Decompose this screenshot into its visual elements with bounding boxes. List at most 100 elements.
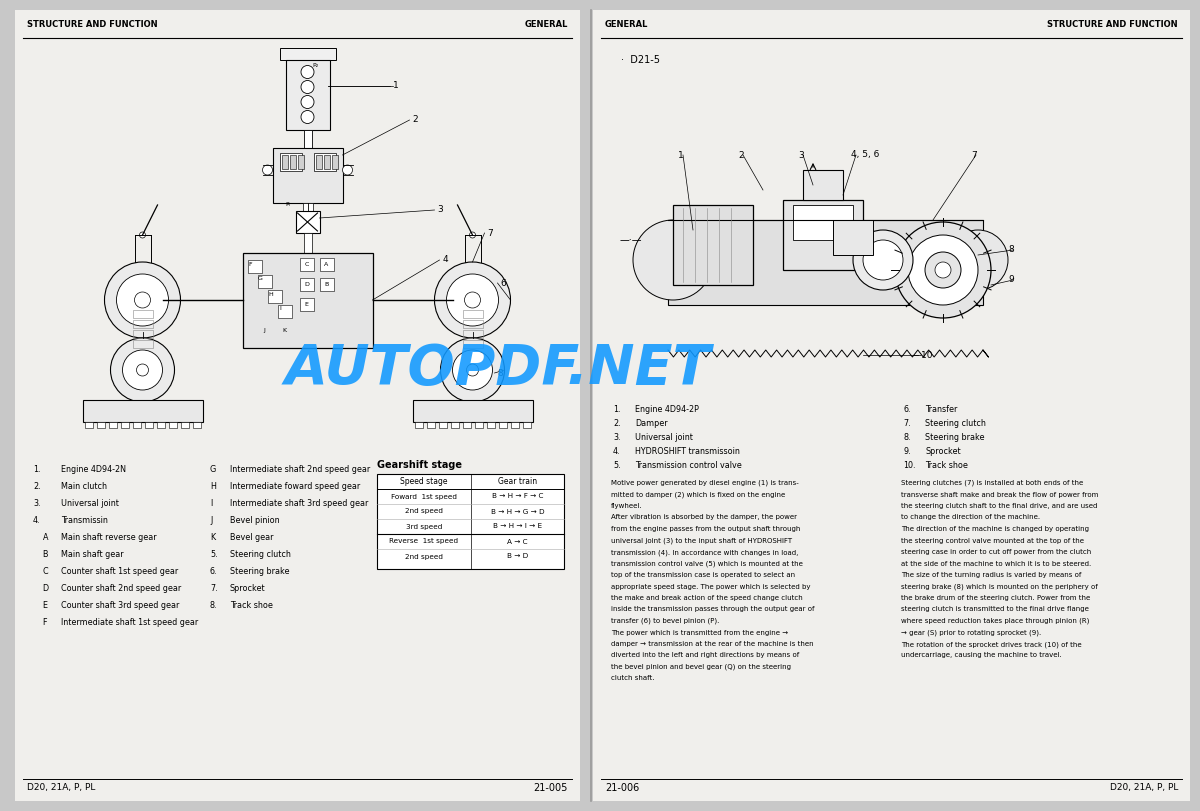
- Text: 2nd speed: 2nd speed: [406, 553, 443, 560]
- Circle shape: [440, 338, 504, 402]
- Text: 21-005: 21-005: [534, 783, 568, 793]
- Text: top of the transmission case is operated to select an: top of the transmission case is operated…: [611, 572, 796, 578]
- Text: P₂: P₂: [312, 63, 319, 68]
- Text: B → H → I → E: B → H → I → E: [493, 523, 542, 530]
- Bar: [462, 310, 482, 318]
- Text: H: H: [268, 291, 272, 297]
- Text: at the side of the machine to which it is to be steered.: at the side of the machine to which it i…: [901, 560, 1091, 567]
- Text: Reverse  1st speed: Reverse 1st speed: [390, 539, 458, 544]
- Text: G: G: [258, 277, 263, 281]
- Text: 9: 9: [1008, 276, 1014, 285]
- Text: 2.: 2.: [613, 419, 620, 428]
- Bar: [295, 211, 319, 233]
- Text: B: B: [324, 282, 329, 288]
- Bar: [132, 340, 152, 348]
- Text: C: C: [305, 263, 308, 268]
- Text: Transmission control valve: Transmission control valve: [635, 461, 742, 470]
- Bar: [668, 220, 983, 305]
- Text: STRUCTURE AND FUNCTION: STRUCTURE AND FUNCTION: [1048, 20, 1178, 29]
- Text: —·—: —·—: [619, 235, 642, 245]
- Circle shape: [139, 232, 145, 238]
- Text: Steering brake: Steering brake: [230, 567, 289, 576]
- Circle shape: [446, 274, 498, 326]
- Text: Counter shaft 2nd speed gear: Counter shaft 2nd speed gear: [61, 584, 181, 593]
- Bar: [132, 320, 152, 328]
- Text: 3.: 3.: [613, 433, 620, 442]
- Text: Engine 4D94-2N: Engine 4D94-2N: [61, 465, 126, 474]
- Circle shape: [469, 232, 475, 238]
- Text: to change the direction of the machine.: to change the direction of the machine.: [901, 514, 1040, 521]
- Text: E: E: [305, 303, 308, 307]
- Text: 4.: 4.: [34, 516, 41, 525]
- Text: B → D: B → D: [506, 553, 528, 560]
- Text: 1: 1: [678, 151, 684, 160]
- Circle shape: [467, 364, 479, 376]
- Bar: [438, 422, 446, 428]
- Text: 21-006: 21-006: [605, 783, 640, 793]
- Text: Damper: Damper: [635, 419, 667, 428]
- Bar: [324, 155, 330, 169]
- Text: 1.: 1.: [34, 465, 41, 474]
- Text: Transfer: Transfer: [925, 405, 958, 414]
- Text: steering case in order to cut off power from the clutch: steering case in order to cut off power …: [901, 549, 1091, 555]
- Text: Main clutch: Main clutch: [61, 482, 107, 491]
- Text: GENERAL: GENERAL: [524, 20, 568, 29]
- Text: A: A: [34, 533, 48, 542]
- Text: Motive power generated by diesel engine (1) is trans-: Motive power generated by diesel engine …: [611, 480, 799, 487]
- Text: transmission (4). In accordance with changes in load,: transmission (4). In accordance with cha…: [611, 549, 798, 556]
- Text: the make and break action of the speed change clutch: the make and break action of the speed c…: [611, 595, 803, 601]
- Circle shape: [948, 230, 1008, 290]
- Text: Counter shaft 1st speed gear: Counter shaft 1st speed gear: [61, 567, 179, 576]
- Text: D: D: [34, 584, 49, 593]
- Bar: [258, 275, 271, 288]
- Text: Engine 4D94-2P: Engine 4D94-2P: [635, 405, 698, 414]
- Bar: [298, 155, 304, 169]
- Text: D20, 21A, P, PL: D20, 21A, P, PL: [1110, 783, 1178, 792]
- Bar: [450, 422, 458, 428]
- Bar: [132, 310, 152, 318]
- Circle shape: [342, 165, 353, 175]
- Circle shape: [301, 66, 314, 79]
- Text: flywheel.: flywheel.: [611, 503, 643, 509]
- Text: Steering clutches (7) is installed at both ends of the: Steering clutches (7) is installed at bo…: [901, 480, 1084, 487]
- Bar: [192, 422, 200, 428]
- Text: 6.: 6.: [904, 405, 911, 414]
- Bar: [144, 422, 152, 428]
- Circle shape: [116, 274, 168, 326]
- Text: the steering control valve mounted at the top of the: the steering control valve mounted at th…: [901, 538, 1084, 543]
- Text: Gear train: Gear train: [498, 477, 538, 486]
- Text: D: D: [304, 282, 308, 288]
- Text: Pᵢ: Pᵢ: [286, 202, 290, 207]
- Bar: [286, 60, 330, 130]
- Text: 4, 5, 6: 4, 5, 6: [851, 151, 880, 160]
- Bar: [331, 155, 337, 169]
- Text: 4.: 4.: [613, 447, 620, 456]
- Bar: [462, 330, 482, 338]
- Bar: [426, 422, 434, 428]
- Text: E: E: [34, 601, 48, 610]
- Bar: [593, 10, 1190, 801]
- Text: G: G: [210, 465, 216, 474]
- Text: 8.: 8.: [210, 601, 217, 610]
- Text: 7.: 7.: [904, 419, 911, 428]
- Text: Main shaft gear: Main shaft gear: [61, 550, 124, 559]
- Text: After vibration is absorbed by the damper, the power: After vibration is absorbed by the dampe…: [611, 514, 797, 521]
- Text: Bevel pinion: Bevel pinion: [230, 516, 280, 525]
- Text: 10.: 10.: [904, 461, 916, 470]
- Circle shape: [908, 235, 978, 305]
- Text: from the engine passes from the output shaft through: from the engine passes from the output s…: [611, 526, 800, 532]
- Text: appropriate speed stage. The power which is selected by: appropriate speed stage. The power which…: [611, 583, 810, 590]
- Text: 2nd speed: 2nd speed: [406, 508, 443, 514]
- Text: 8: 8: [498, 368, 503, 377]
- Bar: [108, 422, 116, 428]
- Text: J: J: [264, 328, 265, 333]
- Text: 7: 7: [487, 229, 493, 238]
- Text: B → H → F → C: B → H → F → C: [492, 494, 544, 500]
- Circle shape: [263, 165, 272, 175]
- Text: B: B: [34, 550, 48, 559]
- Text: Steering clutch: Steering clutch: [230, 550, 290, 559]
- Text: H: H: [210, 482, 216, 491]
- Text: 7.: 7.: [210, 584, 217, 593]
- Text: the steering clutch shaft to the final drive, and are used: the steering clutch shaft to the final d…: [901, 503, 1097, 509]
- Text: where speed reduction takes place through pinion (R): where speed reduction takes place throug…: [901, 618, 1090, 624]
